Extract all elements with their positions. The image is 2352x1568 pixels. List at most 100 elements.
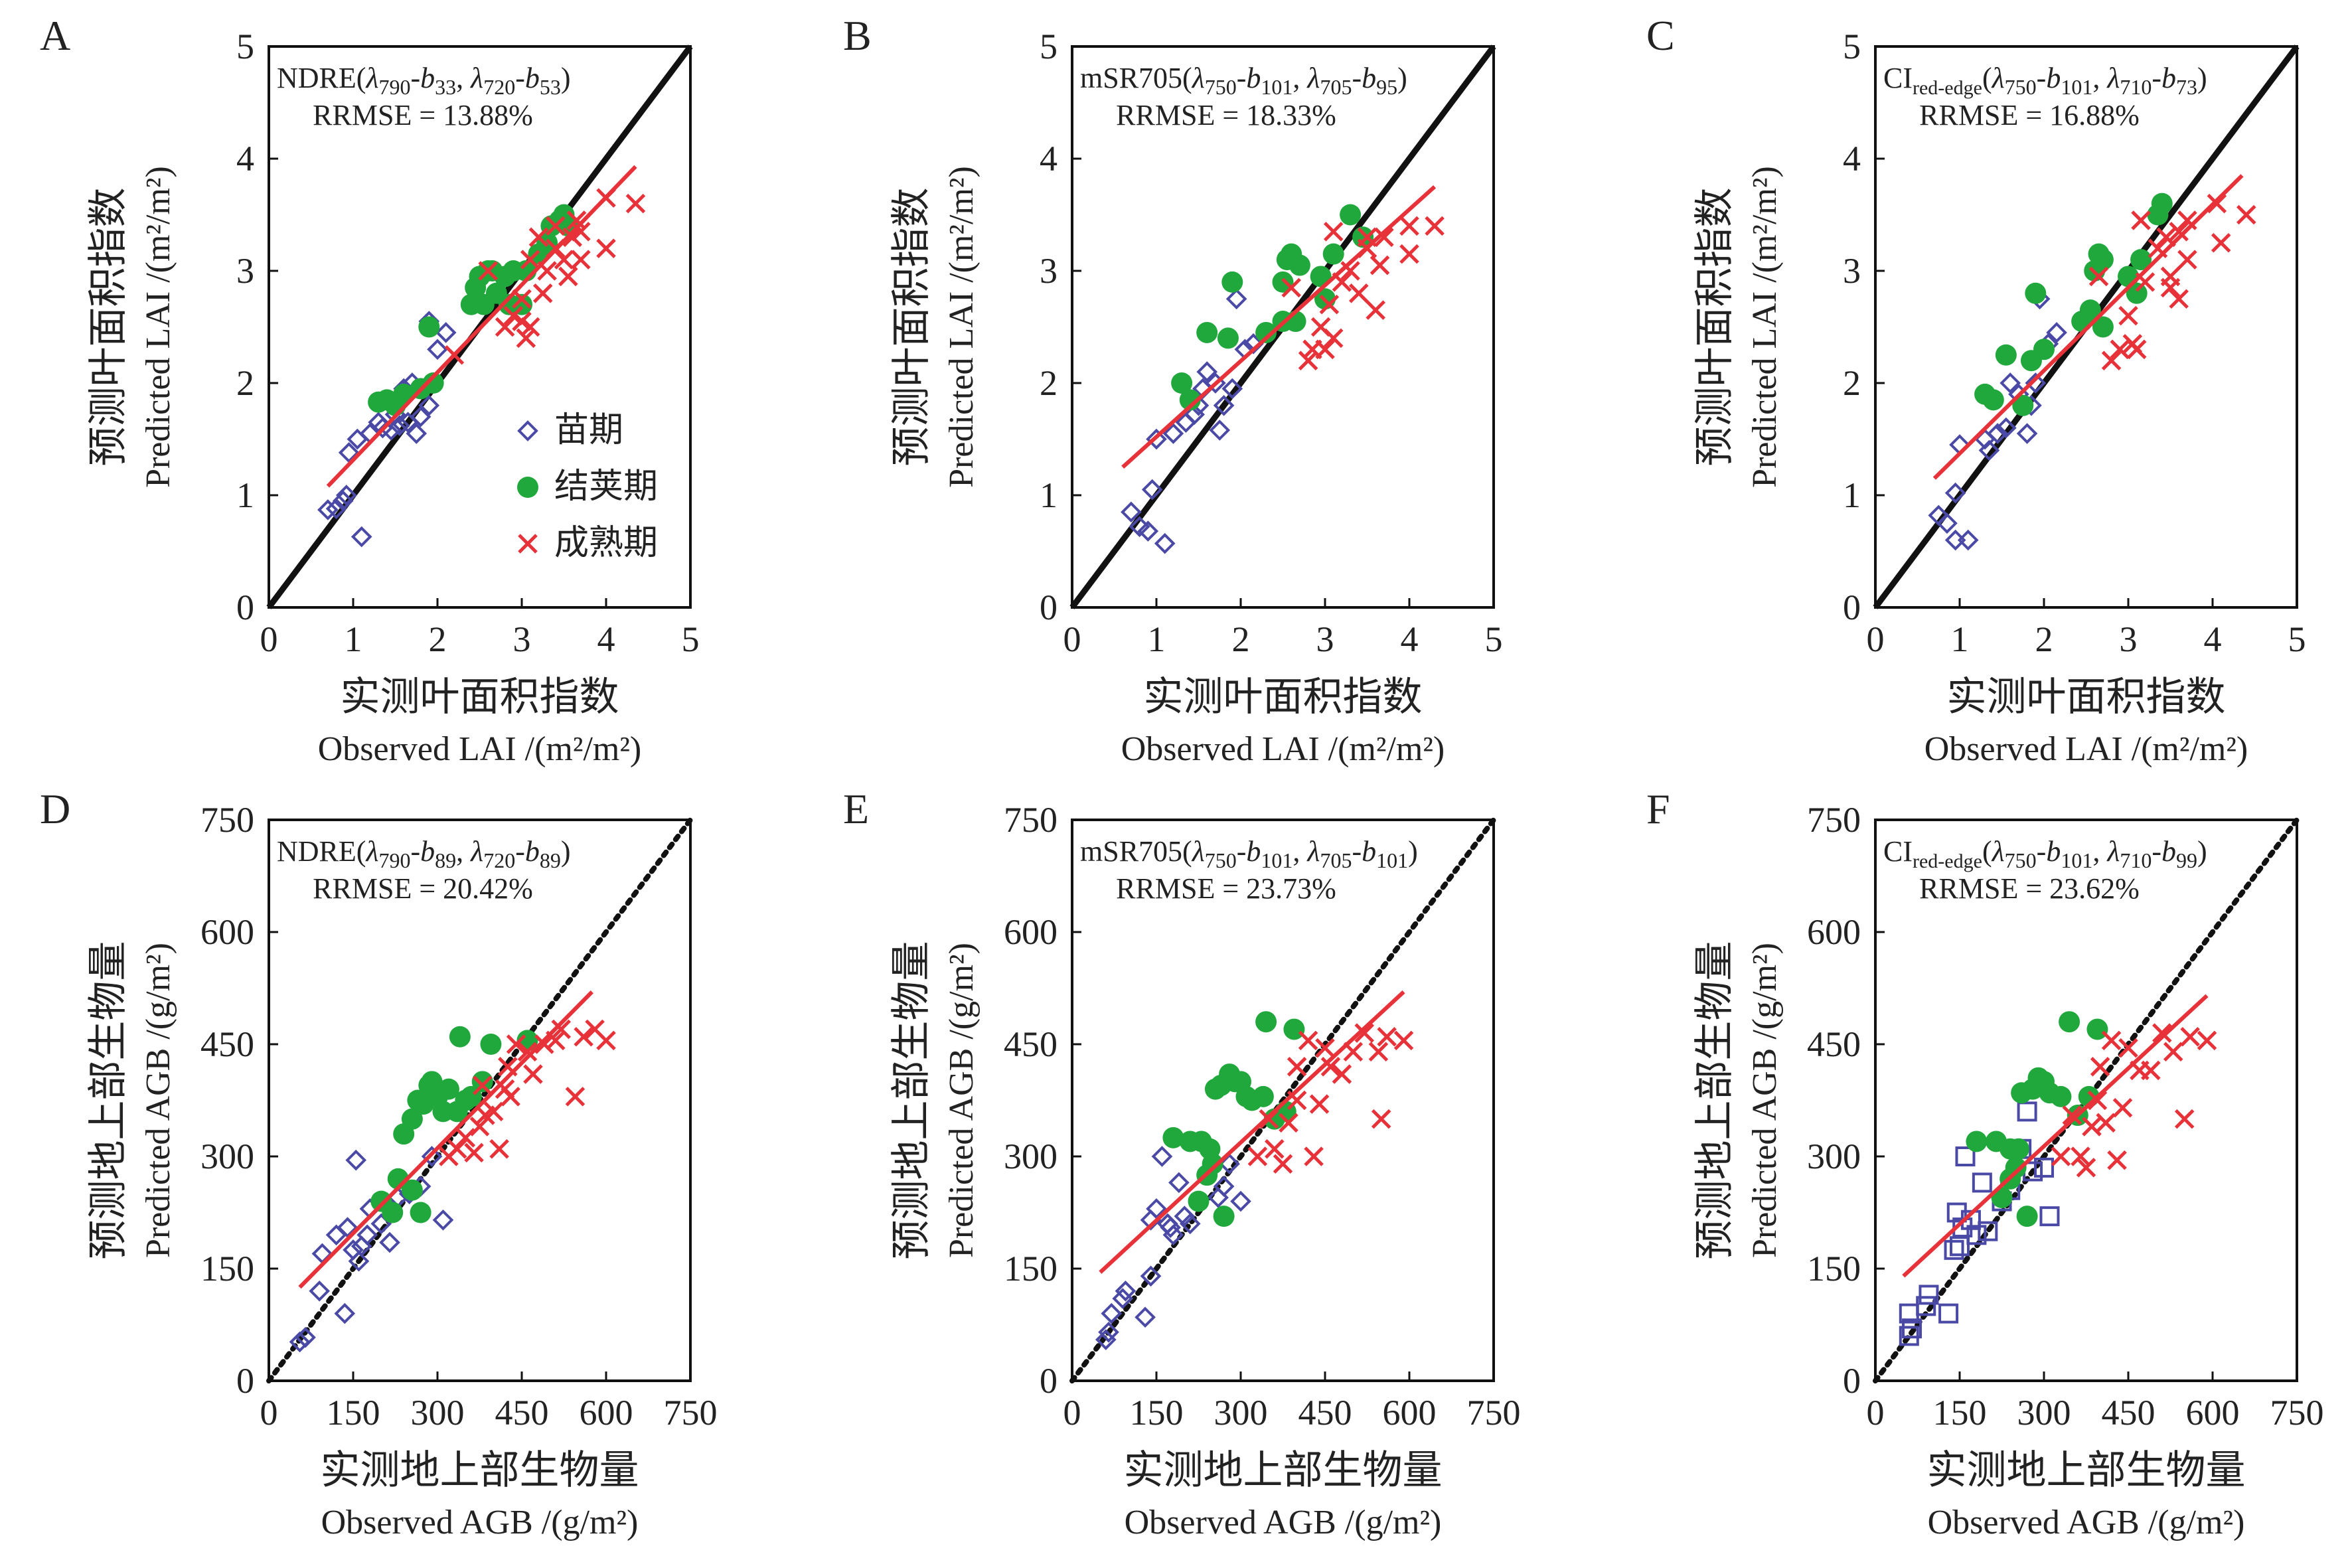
point-diamond [410,406,431,428]
panel-a: A 00 1 1 2 2 3 3 4 4 5 5 NDRE(λ790​-b33​, λ720​-b53​… [40,12,700,768]
point-x [469,1117,490,1137]
x-axis-label-cn: 实测叶面积指数 [341,675,619,719]
point-square [1978,1221,1998,1241]
point-x [516,328,536,349]
x-axis-label-en: Observed LAI /(m²/m²) [1924,730,2248,768]
x-tick-label: 0 [1063,1393,1081,1433]
x-axis-label-en: Observed AGB /(g/m²) [1928,1504,2245,1541]
point-x [517,1042,538,1062]
y-tick-label: 450 [200,1024,254,1064]
point-diamond [427,339,448,360]
point-circle [382,1202,404,1223]
point-circle [2016,1206,2038,1227]
point-circle [1196,321,1218,343]
x-tick-label: 750 [664,1393,718,1433]
point-diamond [1944,529,1966,551]
rrmse-label: RRMSE = 23.73% [1116,872,1336,905]
y-axis-label-cn: 预测叶面积指数 [890,188,933,467]
point-square [2034,1157,2054,1178]
x-axis-label-en: Observed AGB /(g/m²) [1125,1504,1442,1541]
point-x [447,1138,467,1159]
point-x [2090,1057,2110,1077]
x-tick-label: 5 [1485,619,1503,659]
point-circle [1352,226,1374,248]
point-diamond [1146,1198,1167,1219]
rrmse-label: RRMSE = 13.88% [313,99,533,131]
point-diamond [418,394,440,416]
point-x [571,250,591,270]
point-x [1298,351,1318,370]
point-x [2163,1042,2183,1062]
y-tick-label: 0 [1843,1361,1861,1401]
point-circle [2151,193,2173,214]
x-axis-label-cn: 实测叶面积指数 [1144,675,1423,719]
point-diamond [351,526,372,548]
y-axis-label-en: Predicted LAI /(m²/m²) [139,166,177,488]
x-tick-label: 1 [1951,619,1969,659]
point-diamond [517,420,538,441]
point-x [2207,193,2227,214]
point-diamond [1219,1153,1240,1175]
point-circle [1217,327,1239,349]
point-diamond [295,1326,316,1348]
point-x [2096,1113,2116,1133]
point-diamond [1213,394,1235,416]
x-tick-label: 150 [1130,1393,1184,1433]
point-x [455,1128,476,1148]
point-x [2197,1030,2217,1051]
y-tick-label: 0 [236,588,254,627]
y-tick-label: 2 [1040,363,1058,403]
point-x [506,1034,526,1054]
point-circle [2012,394,2034,416]
y-tick-label: 3 [1040,251,1058,291]
x-tick-label: 3 [2120,619,2138,659]
point-diamond [421,1146,443,1167]
point-x [1315,339,1335,360]
point-circle [1213,1206,1235,1227]
point-diamond [338,441,360,463]
point-diamond [1162,1224,1184,1246]
x-axis-label-en: Observed LAI /(m²/m²) [1121,730,1445,768]
point-circle [2059,1011,2080,1033]
panel-letter: E [843,785,869,832]
y-tick-label: 750 [1807,800,1861,840]
point-square [1944,1239,1964,1260]
y-tick-label: 2 [1843,363,1861,403]
x-tick-label: 2 [2035,619,2053,659]
point-circle [2050,1085,2072,1107]
point-circle [1221,271,1243,293]
x-axis-label-cn: 实测叶面积指数 [1947,675,2226,719]
plot-frame [1071,45,1495,609]
point-circle [1340,204,1362,226]
point-square [1972,1172,1992,1193]
y-axis-label-cn: 预测地上部生物量 [86,941,130,1260]
point-circle [1272,271,1294,293]
point-diamond [1987,423,2008,444]
rrmse-label: RRMSE = 18.33% [1116,99,1336,131]
y-tick-label: 4 [1040,139,1058,179]
point-diamond [1221,378,1243,400]
panel-b: B 00 1 1 2 2 3 3 4 4 5 5 mSR705(λ750​-b101​, λ705​-b… [843,12,1503,768]
point-x [625,193,646,214]
point-diamond [1999,372,2021,394]
point-diamond [1209,420,1231,441]
point-x [495,317,515,337]
index-formula: CIred-edge​(λ750​-b101​, λ710​-b73​) [1883,62,2207,99]
point-x [2101,1030,2122,1051]
point-circle [449,1026,471,1048]
x-tick-label: 4 [597,619,615,659]
point-diamond [1225,288,1247,310]
rrmse-label: RRMSE = 20.42% [313,872,533,905]
point-x [512,311,532,331]
point-x [1279,1113,1298,1133]
y-tick-label: 2 [236,363,254,403]
point-x [2112,1098,2133,1118]
point-x [1320,1057,1341,1077]
point-diamond [1140,1265,1162,1287]
point-diamond [1213,1176,1235,1197]
point-circle [480,1034,502,1055]
point-diamond [1115,1280,1137,1302]
plot-frame [1874,45,2298,609]
point-x [571,222,591,242]
